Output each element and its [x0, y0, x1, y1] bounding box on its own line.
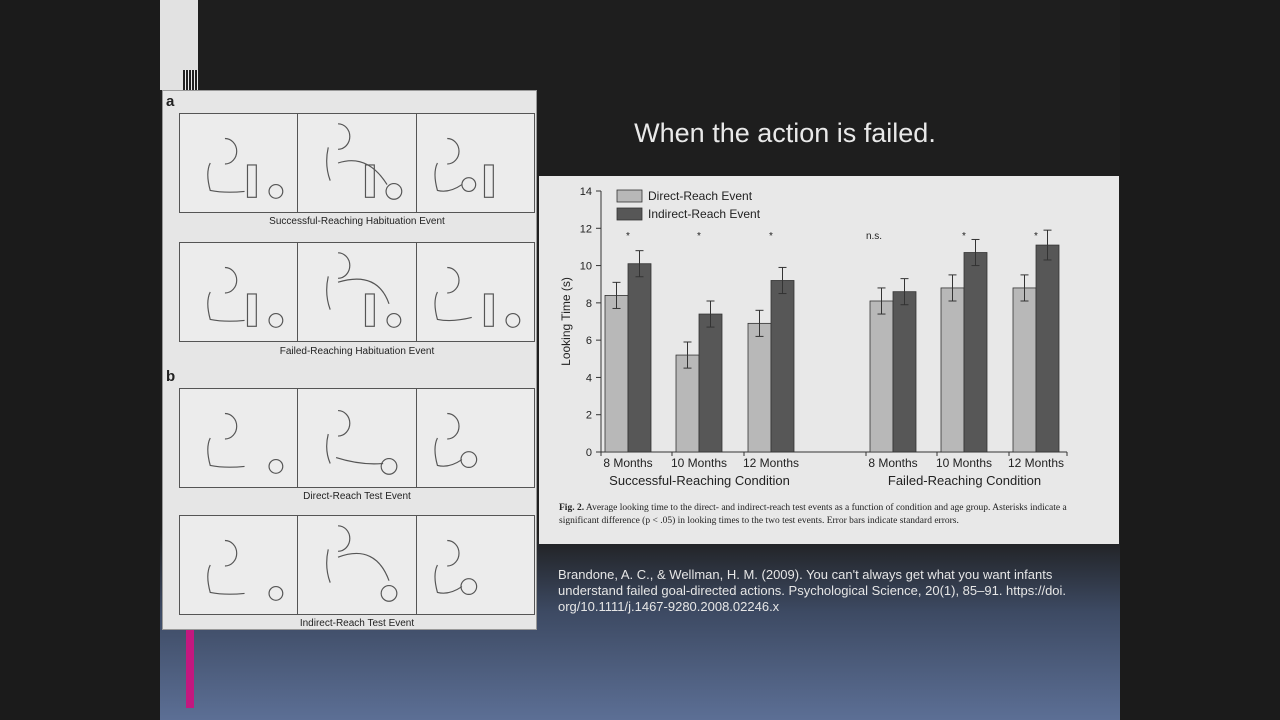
x-category-label: 10 Months	[936, 456, 992, 470]
y-tick-label: 0	[586, 447, 592, 459]
frame-indirect-reach	[298, 516, 417, 614]
frame-holding-ball	[417, 114, 534, 212]
direct-bar	[869, 300, 894, 453]
frame-seated-child	[180, 389, 299, 487]
legend-swatch-indirect	[616, 207, 643, 221]
frame-empty-hand	[417, 243, 534, 341]
frame-failed-reach	[298, 243, 417, 341]
x-category-label: 8 Months	[868, 456, 917, 470]
significance-marker: *	[1034, 231, 1038, 242]
bar-chart-figure: 0 2 4 6 8 10 12 14 Looking Time (s) * 8 Months * 10 …	[539, 176, 1119, 544]
direct-bar	[675, 354, 700, 453]
significance-marker: *	[962, 231, 966, 242]
legend-swatch-direct	[616, 189, 643, 203]
frame-direct-reach	[298, 389, 417, 487]
significance-marker: *	[626, 231, 630, 242]
direct-bar	[604, 295, 629, 453]
significance-marker: *	[769, 231, 773, 242]
x-category-label: 12 Months	[1008, 456, 1064, 470]
figure-caption-text: Average looking time to the direct- and …	[559, 503, 1067, 526]
slide-title: When the action is failed.	[634, 118, 936, 148]
y-tick-label: 10	[580, 261, 592, 273]
barcode-icon	[183, 70, 199, 90]
direct-bar	[1012, 287, 1037, 453]
indirect-bar	[770, 280, 795, 453]
indirect-bar	[698, 313, 723, 453]
frame-seated-child	[180, 516, 299, 614]
accent-bar	[186, 628, 194, 708]
indirect-reach-strip	[179, 515, 535, 615]
significance-marker: n.s.	[866, 231, 882, 242]
y-tick-label: 4	[586, 372, 592, 384]
indirect-bar	[627, 263, 652, 453]
condition-label: Failed-Reaching Condition	[888, 473, 1041, 488]
x-category-label: 8 Months	[603, 456, 652, 470]
x-category-label: 10 Months	[671, 456, 727, 470]
frame-seated-child	[180, 243, 299, 341]
x-category-label: 12 Months	[743, 456, 799, 470]
direct-bar	[747, 322, 772, 453]
caption-direct-test: Direct-Reach Test Event	[303, 491, 411, 502]
y-tick-label: 2	[586, 410, 592, 422]
y-tick-label: 8	[586, 298, 592, 310]
section-a-label: a	[166, 93, 175, 110]
y-tick-label: 14	[580, 186, 592, 198]
successful-reaching-strip	[179, 113, 535, 213]
legend-label-direct: Direct-Reach Event	[648, 189, 753, 203]
indirect-bar	[1035, 244, 1060, 453]
frame-holding-ball	[417, 389, 534, 487]
looking-time-chart: 0 2 4 6 8 10 12 14 Looking Time (s) * 8 Months * 10 …	[559, 186, 1068, 488]
y-axis-label: Looking Time (s)	[559, 277, 573, 366]
indirect-bar	[892, 291, 917, 453]
habituation-figure: a Successful-Reaching Habituation Event …	[162, 90, 537, 630]
caption-failed-habituation: Failed-Reaching Habituation Event	[279, 346, 435, 357]
direct-bar	[940, 287, 965, 453]
frame-seated-child	[180, 114, 299, 212]
section-b-label: b	[166, 368, 176, 385]
significance-marker: *	[697, 231, 701, 242]
caption-indirect-test: Indirect-Reach Test Event	[299, 618, 415, 629]
failed-reaching-strip	[179, 242, 535, 342]
y-tick-label: 6	[586, 335, 592, 347]
legend-label-indirect: Indirect-Reach Event	[648, 207, 761, 221]
caption-successful-habituation: Successful-Reaching Habituation Event	[269, 216, 445, 227]
frame-holding-ball	[417, 516, 534, 614]
figure-caption-label: Fig. 2.	[559, 503, 585, 513]
indirect-bar	[963, 252, 988, 453]
direct-reach-strip	[179, 388, 535, 488]
y-tick-label: 12	[580, 223, 592, 235]
condition-label: Successful-Reaching Condition	[609, 473, 790, 488]
figure-caption: Fig. 2. Average looking time to the dire…	[559, 502, 1099, 528]
citation-text: Brandone, A. C., & Wellman, H. M. (2009)…	[558, 567, 1067, 614]
frame-reaching-child	[298, 114, 417, 212]
